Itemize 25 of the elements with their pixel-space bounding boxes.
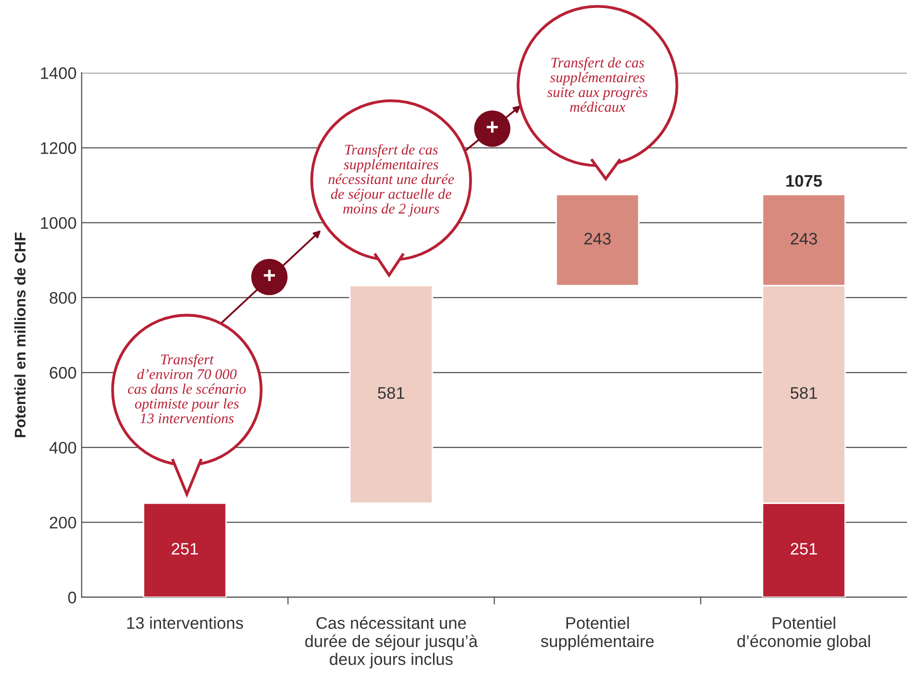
y-tick-label: 400 bbox=[49, 442, 76, 454]
annotation: Transfert de cas supplémentaires suite aux progrès médicaux bbox=[547, 57, 648, 112]
total-label: 1075 bbox=[786, 175, 822, 187]
data-label: 243 bbox=[790, 232, 817, 245]
data-label: 251 bbox=[172, 542, 198, 555]
x-tick-label: Potentiel supplémentaire bbox=[540, 616, 654, 650]
x-tick-label: 13 interventions bbox=[127, 616, 244, 629]
x-tick-label: Potentiel d’économie global bbox=[737, 616, 870, 650]
y-tick-label: 1400 bbox=[40, 67, 76, 80]
annotation: Transfert d’environ 70 000 cas dans le scénario optimiste pour les 13 interventions bbox=[128, 354, 246, 424]
annotation: + bbox=[486, 121, 498, 133]
data-label: 251 bbox=[790, 542, 817, 555]
y-tick-label: 1200 bbox=[40, 142, 76, 154]
data-label: 243 bbox=[584, 232, 611, 245]
y-tick-label: 800 bbox=[50, 292, 76, 304]
annotation: Transfert de cas supplémentaires nécessitant une durée de séjour actuelle de moins de 2 jours bbox=[328, 144, 454, 217]
y-tick-label: 0 bbox=[68, 592, 76, 604]
annotation: + bbox=[264, 270, 275, 281]
y-tick-label: 600 bbox=[50, 366, 76, 379]
data-label: 581 bbox=[790, 387, 817, 399]
y-tick-label: 200 bbox=[50, 516, 76, 529]
y-tick-label: 1000 bbox=[40, 217, 76, 229]
x-tick-label: Cas nécessitant une durée de séjour jusqu’à deux jours inclus bbox=[305, 616, 478, 668]
y-axis-title: Potentiel en millions de CHF bbox=[14, 232, 26, 438]
data-label: 581 bbox=[378, 387, 404, 399]
